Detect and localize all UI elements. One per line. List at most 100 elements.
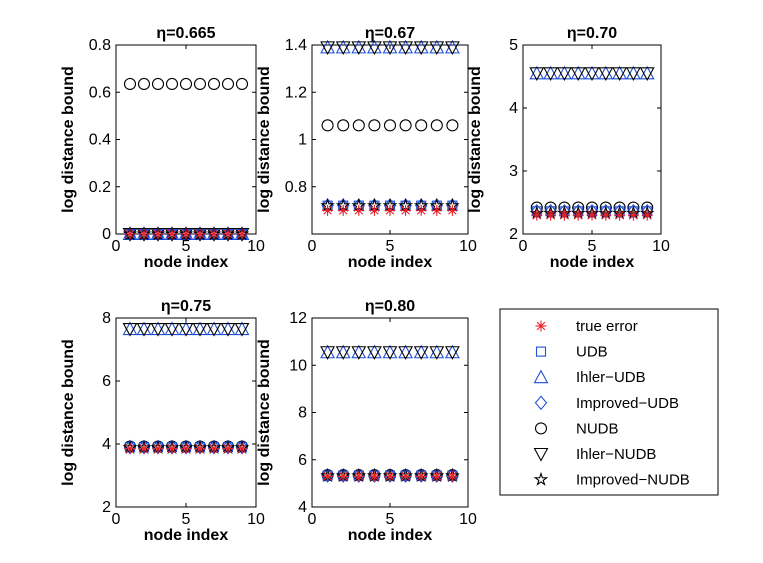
y-tick-label: 3 [509,163,518,180]
legend-label: Ihler−UDB [576,369,646,386]
x-axis-label: node index [550,254,635,271]
subplot-title: η=0.80 [365,298,415,315]
data-point [545,209,557,221]
data-point [431,204,443,216]
data-point [384,470,396,482]
data-point [352,119,365,132]
legend-marker-circle [534,422,548,435]
data-point [335,41,351,56]
legend-label: Ihler−NUDB [576,446,656,463]
data-point [322,470,334,482]
y-tick-label: 2 [102,499,111,516]
series-true-error [322,470,458,482]
x-tick-label: 0 [112,511,121,528]
series-ihler-nudb [529,67,655,82]
x-tick-label: 5 [182,238,191,255]
data-point [180,443,192,455]
data-point [556,67,572,82]
data-point [236,228,248,240]
y-tick-label: 5 [509,37,518,54]
data-point [600,209,612,221]
x-tick-label: 10 [247,238,265,255]
data-point [572,209,584,221]
subplot-5: 0 5 10 4 6 8 10 12 η=0.80 node index log distance … [256,298,477,544]
subplot-title: η=0.75 [161,298,211,315]
legend-marker-triangle-down [533,447,549,462]
x-tick-label: 0 [112,238,121,255]
x-axis-label: node index [348,527,433,544]
data-point [429,41,445,56]
data-point [614,209,626,221]
data-point [400,204,412,216]
legend-label: true error [576,318,638,335]
data-point [180,228,192,240]
y-tick-label: 0.8 [285,179,307,196]
data-point [529,67,545,82]
data-point [222,443,234,455]
x-tick-label: 0 [308,238,317,255]
data-point [368,204,380,216]
data-point [413,41,429,56]
subplot-4: 0 5 10 2 4 6 8 η=0.75 node index log distance bou… [60,298,265,544]
series-true-error [124,228,248,240]
y-axis-label: log distance bound [60,66,77,213]
data-point [179,77,193,91]
y-tick-label: 0.6 [89,84,111,101]
x-tick-label: 5 [182,511,191,528]
x-axis-label: node index [144,527,229,544]
subplot-2: 0 5 10 0.8 1 1.2 1.4 η=0.67 node index log distan… [256,25,477,271]
y-tick-label: 4 [102,436,111,453]
data-point [543,67,559,82]
legend-marker-star [533,471,549,486]
data-point [206,322,222,337]
y-axis-label: log distance bound [467,66,484,213]
subplot-1: 0 5 10 0 0.2 0.4 0.6 0.8 η=0.665 node index log di… [60,25,265,271]
data-point [166,228,178,240]
data-point [138,443,150,455]
data-point [413,346,429,360]
data-point [415,119,428,132]
y-axis-label: log distance bound [60,339,77,486]
subplot-3: 0 5 10 2 3 4 5 η=0.70 node index log distance bou… [467,25,670,271]
legend-marker-square [535,346,547,357]
data-point [384,204,396,216]
y-tick-label: 8 [298,405,307,422]
data-point [192,322,208,337]
data-point [208,443,220,455]
data-point [353,204,365,216]
data-point [124,228,136,240]
data-point [558,209,570,221]
data-point [353,470,365,482]
legend-label: NUDB [576,420,619,437]
data-point [234,322,250,337]
y-tick-label: 4 [509,100,518,117]
data-point [122,322,138,337]
data-point [446,204,458,216]
x-tick-label: 5 [386,238,395,255]
data-point [446,470,458,482]
data-point [586,209,598,221]
x-tick-label: 10 [652,238,670,255]
series-ihler-nudb [320,41,460,56]
data-point [584,67,600,82]
legend-marker-asterisk [535,320,547,332]
data-point [612,67,628,82]
x-axis-label: node index [348,254,433,271]
data-point [321,119,334,132]
data-point [415,470,427,482]
y-tick-label: 1 [298,132,307,149]
data-point [337,204,349,216]
y-tick-label: 8 [102,310,111,327]
y-tick-label: 4 [298,499,307,516]
subplot-title: η=0.70 [567,25,617,42]
data-point [430,119,443,132]
y-tick-label: 6 [298,452,307,469]
data-point [166,443,178,455]
data-point [151,77,165,91]
data-point [150,322,166,337]
data-point [366,41,382,56]
data-point [337,470,349,482]
series-true-error [531,209,653,221]
series-true-error [322,204,458,216]
